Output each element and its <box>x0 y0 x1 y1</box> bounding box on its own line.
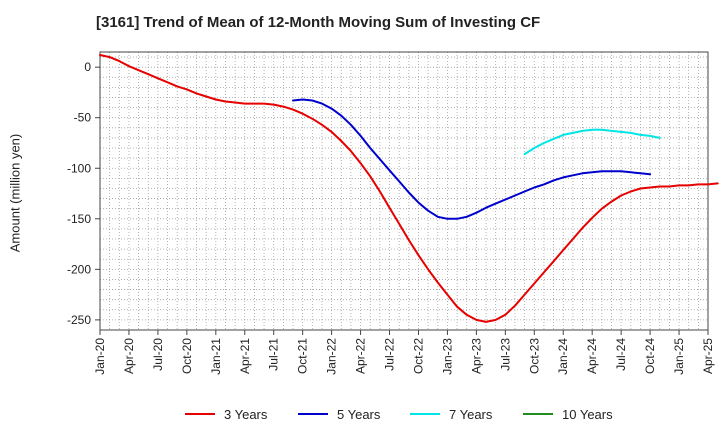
legend-label-7-years: 7 Years <box>449 407 493 422</box>
x-tick-label: Apr-25 <box>701 338 715 374</box>
x-tick-label: Oct-23 <box>527 338 541 374</box>
x-tick-label: Apr-22 <box>354 338 368 374</box>
x-tick-label: Apr-23 <box>469 338 483 374</box>
x-tick-label: Jan-20 <box>93 338 107 375</box>
x-tick-label: Jan-23 <box>440 338 454 375</box>
x-tick-label: Jul-21 <box>267 338 281 371</box>
x-tick-label: Jul-20 <box>151 338 165 371</box>
x-tick-label: Jul-23 <box>498 338 512 371</box>
x-tick-label: Oct-24 <box>643 338 657 374</box>
x-tick-label: Jan-21 <box>209 338 223 375</box>
x-tick-label: Jan-22 <box>325 338 339 375</box>
series-line-5-years <box>292 98 652 220</box>
y-tick-label: -50 <box>74 111 92 125</box>
x-tick-label: Jul-22 <box>383 338 397 371</box>
series-line-3-years <box>99 54 719 323</box>
y-tick-label: -250 <box>67 313 91 327</box>
x-tick-label: Oct-21 <box>296 338 310 374</box>
x-tick-label: Jan-25 <box>672 338 686 375</box>
legend-label-10-years: 10 Years <box>562 407 613 422</box>
series-line-7-years <box>523 128 661 156</box>
legend-label-3-years: 3 Years <box>224 407 268 422</box>
chart-title: [3161] Trend of Mean of 12-Month Moving … <box>96 14 541 31</box>
y-tick-label: -150 <box>67 212 91 226</box>
x-tick-label: Apr-24 <box>585 338 599 374</box>
y-tick-label: 0 <box>84 60 91 74</box>
y-tick-label: -200 <box>67 262 91 276</box>
x-tick-label: Apr-20 <box>122 338 136 374</box>
x-tick-label: Apr-21 <box>238 338 252 374</box>
x-tick-label: Oct-22 <box>411 338 425 374</box>
x-tick-label: Jul-24 <box>614 338 628 371</box>
x-tick-label: Oct-20 <box>180 338 194 374</box>
plot-frame <box>99 51 709 331</box>
y-tick-label: -100 <box>67 161 91 175</box>
x-tick-label: Jan-24 <box>556 338 570 375</box>
legend-label-5-years: 5 Years <box>337 407 381 422</box>
